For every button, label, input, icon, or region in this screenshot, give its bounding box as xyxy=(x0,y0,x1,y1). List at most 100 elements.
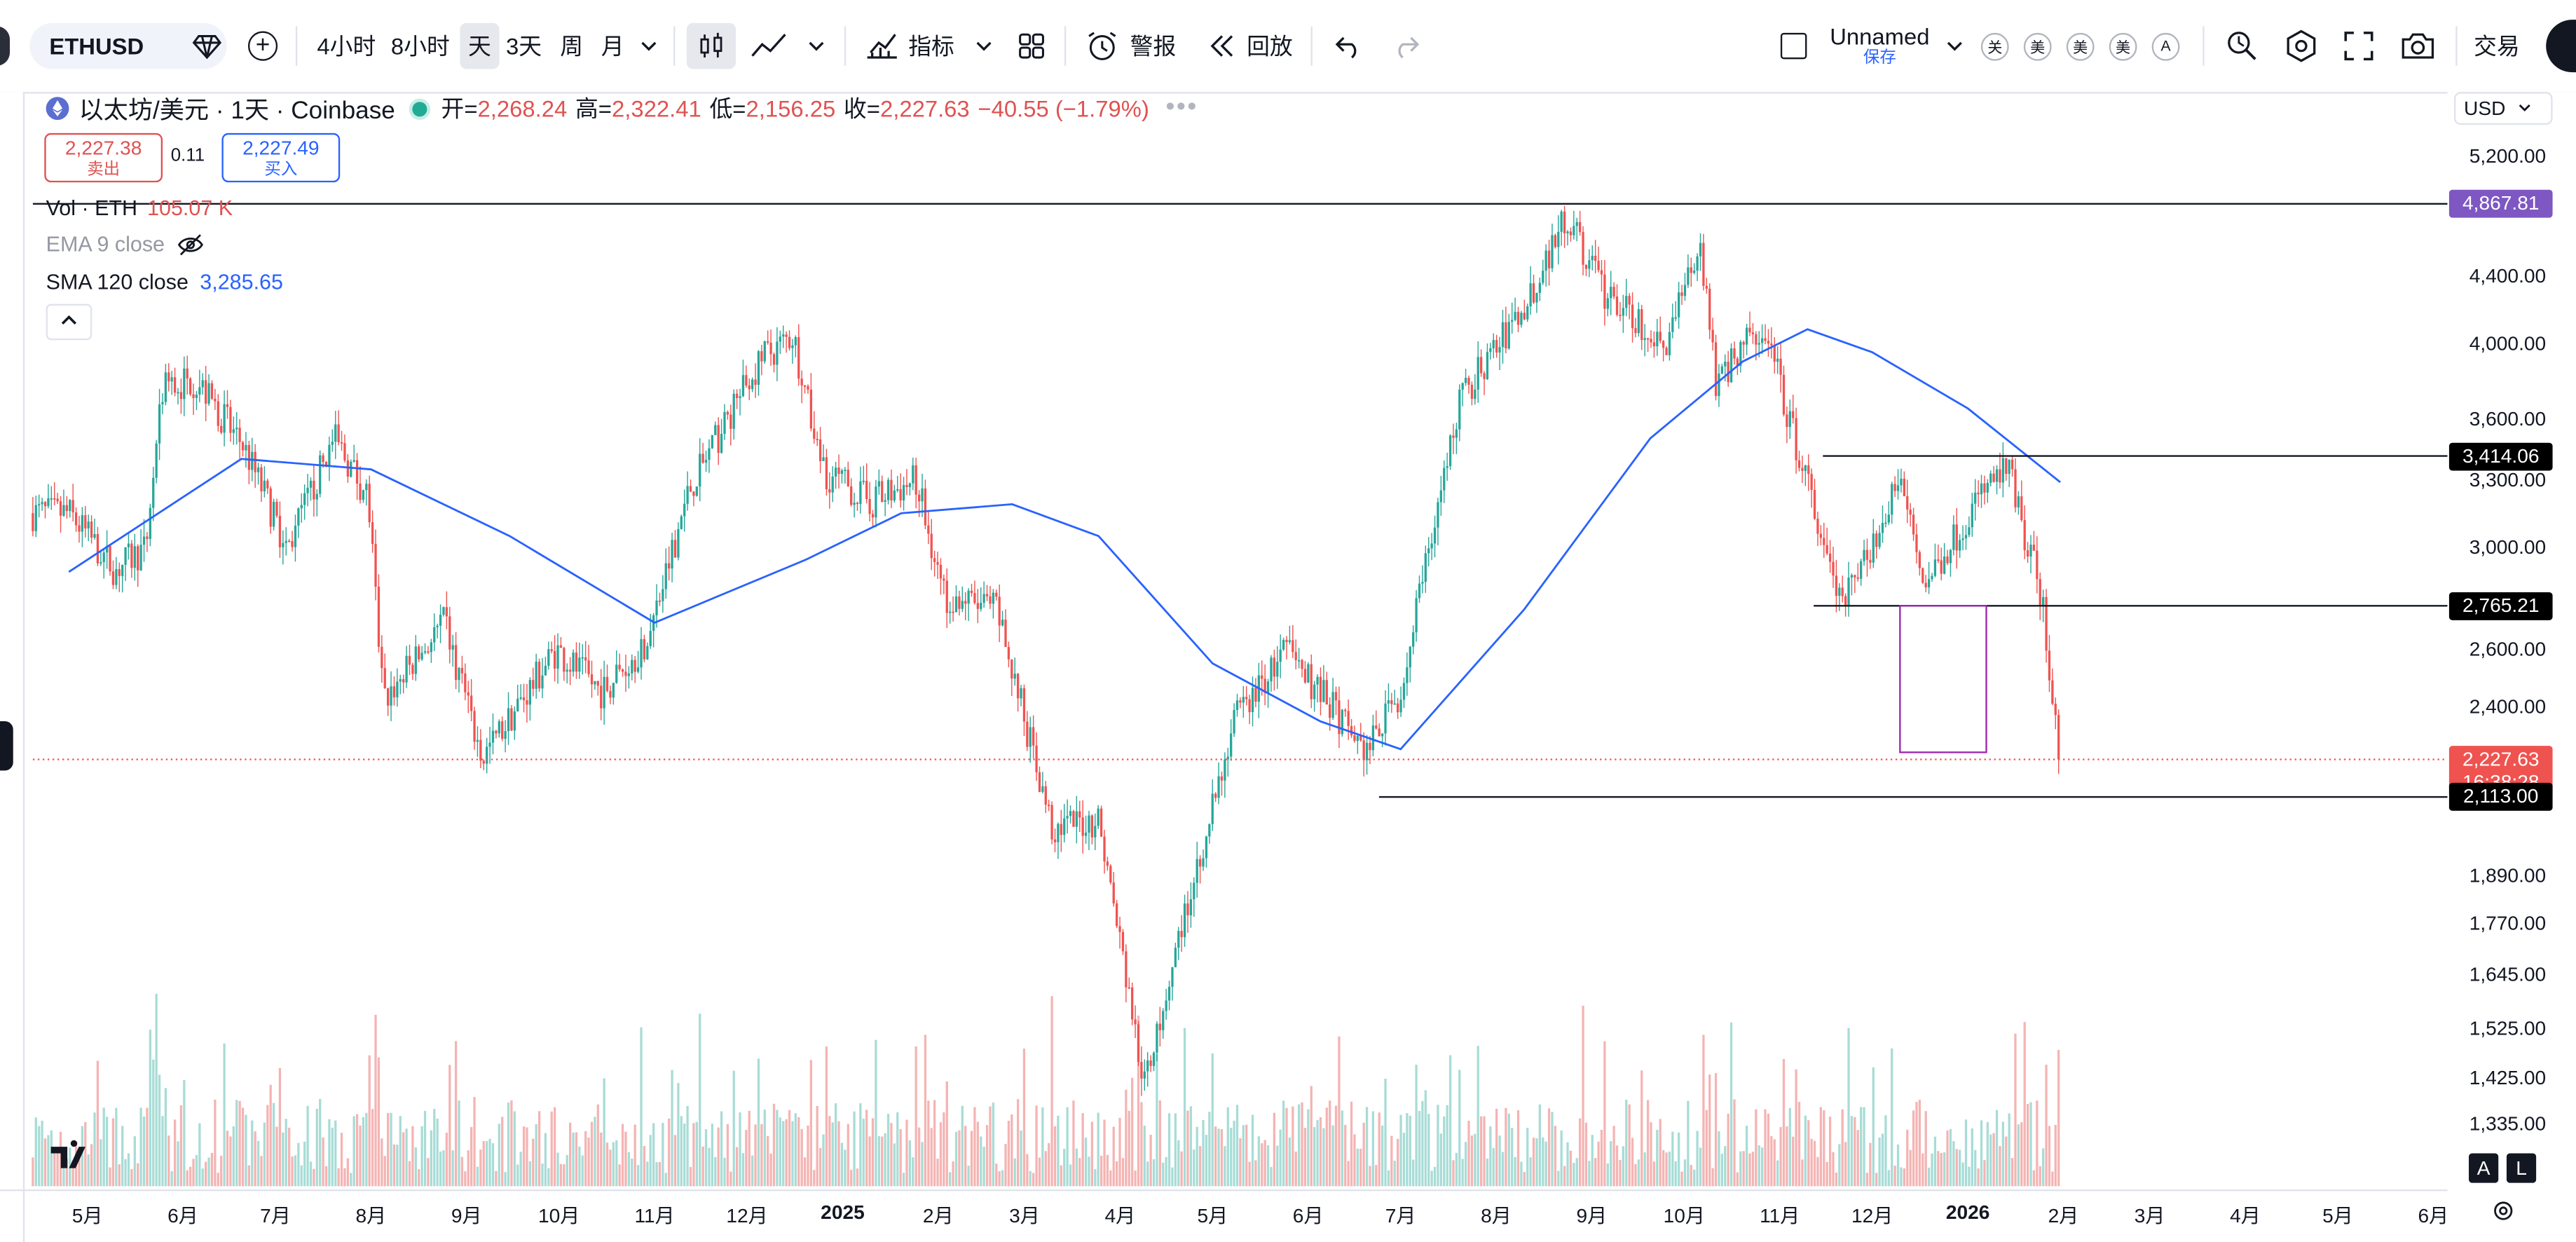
drawn-rectangle[interactable] xyxy=(1899,605,1987,753)
quick-search-button[interactable] xyxy=(2226,23,2259,69)
badge-2[interactable]: 美 xyxy=(2023,23,2052,69)
volume-bar xyxy=(745,1130,748,1187)
volume-bar xyxy=(1479,1116,1483,1187)
snapshot-button[interactable] xyxy=(2400,23,2437,69)
more-dots-icon[interactable]: ••• xyxy=(1165,93,1198,122)
menu-edge-button[interactable] xyxy=(0,26,11,66)
badge-label: 美 xyxy=(2023,32,2052,60)
candle xyxy=(177,392,179,394)
badge-1[interactable]: 关 xyxy=(1980,23,2009,69)
active-tool-indicator[interactable] xyxy=(0,721,13,771)
price-scale[interactable]: USD xyxy=(2447,92,2576,1200)
candle xyxy=(294,525,297,547)
volume-bar xyxy=(1755,1109,1758,1187)
interval-4h[interactable]: 4小时 xyxy=(317,23,376,69)
price-chart[interactable] xyxy=(0,92,2448,1201)
volume-bar xyxy=(1711,1168,1714,1187)
candle xyxy=(1310,664,1313,700)
layout-dropdown[interactable] xyxy=(1945,23,1964,69)
interval-8h[interactable]: 8小时 xyxy=(391,23,450,69)
volume-bar xyxy=(1297,1104,1301,1187)
volume-bar xyxy=(1344,1124,1347,1187)
price-tag[interactable]: 4,867.81 xyxy=(2448,189,2553,218)
interval-dropdown[interactable] xyxy=(639,23,659,69)
candle xyxy=(488,742,491,747)
log-scale-button[interactable]: L xyxy=(2506,1153,2537,1183)
volume-bar xyxy=(1397,1138,1399,1187)
volume-bar xyxy=(1727,1113,1729,1187)
hidden-eye-icon[interactable] xyxy=(178,233,205,256)
sell-button[interactable]: 2,227.38 卖出 xyxy=(44,132,163,183)
interval-3d[interactable]: 3天 xyxy=(506,23,542,69)
candle xyxy=(896,489,899,491)
interval-label: 4小时 xyxy=(317,32,376,60)
buy-button[interactable]: 2,227.49 买入 xyxy=(221,132,341,183)
volume-bar xyxy=(1307,1109,1310,1187)
badge-5[interactable]: A xyxy=(2151,23,2180,69)
candle xyxy=(411,664,414,674)
collapse-legend-button[interactable] xyxy=(46,303,93,341)
price-tag[interactable]: 2,113.00 xyxy=(2448,783,2553,811)
avatar[interactable] xyxy=(2546,20,2576,73)
volume-bar xyxy=(1270,1167,1273,1187)
volume-legend[interactable]: Vol · ETH 105.07 K xyxy=(46,196,233,220)
volume-bar xyxy=(1788,1107,1791,1187)
candle xyxy=(890,479,893,501)
layout-checkbox[interactable] xyxy=(1780,23,1807,69)
volume-bar xyxy=(741,1153,745,1187)
auto-scale-button[interactable]: A xyxy=(2469,1153,2499,1183)
candle xyxy=(2029,545,2032,557)
volume-bar xyxy=(1334,1105,1338,1187)
price-tag[interactable]: 2,765.21 xyxy=(2448,592,2553,620)
divider xyxy=(2455,26,2458,66)
price-tag[interactable]: 3,414.06 xyxy=(2448,442,2553,470)
indicators-button[interactable]: 指标 xyxy=(865,23,954,69)
replay-button[interactable]: 回放 xyxy=(1207,23,1293,69)
candle xyxy=(834,468,837,477)
interval-week[interactable]: 周 xyxy=(560,23,583,69)
undo-button[interactable] xyxy=(1334,23,1363,69)
volume-bar xyxy=(1933,1136,1937,1187)
layout-name-button[interactable]: Unnamed 保存 xyxy=(1830,23,1929,72)
volume-bar xyxy=(1452,1160,1455,1187)
redo-button[interactable] xyxy=(1391,23,1420,69)
candle xyxy=(581,657,584,659)
diamond-icon[interactable] xyxy=(192,23,222,69)
interval-month[interactable]: 月 xyxy=(601,23,624,69)
volume-bar xyxy=(1254,1160,1257,1187)
volume-bar xyxy=(1551,1112,1554,1187)
trade-button[interactable]: 交易 xyxy=(2474,23,2520,69)
time-settings-button[interactable] xyxy=(2492,1199,2515,1231)
ema-legend[interactable]: EMA 9 close xyxy=(46,232,205,257)
badge-3[interactable]: 美 xyxy=(2066,23,2095,69)
volume-bar xyxy=(1016,1099,1020,1187)
fullscreen-button[interactable] xyxy=(2344,23,2373,69)
volume-bar xyxy=(1841,1109,1844,1187)
candle xyxy=(1588,260,1591,269)
top-toolbar: ETHUSD + 4小时 8小时 天 3天 周 月 指标 xyxy=(0,0,2576,94)
symbol-title[interactable]: 以太坊/美元 · 1天 · Coinbase xyxy=(78,96,395,124)
interval-1d[interactable]: 天 xyxy=(460,22,500,69)
badge-4[interactable]: 美 xyxy=(2109,23,2137,69)
line-tools-dropdown[interactable] xyxy=(807,23,826,69)
volume-bar xyxy=(454,1041,458,1187)
settings-button[interactable] xyxy=(2285,23,2318,69)
volume-bar xyxy=(256,1140,260,1187)
volume-bar xyxy=(1733,1099,1736,1187)
time-label: 5月 xyxy=(1197,1204,1228,1227)
volume-bar xyxy=(649,1135,652,1187)
templates-button[interactable] xyxy=(1017,23,1046,69)
currency-select[interactable]: USD xyxy=(2453,92,2553,125)
symbol-search[interactable]: ETHUSD xyxy=(29,22,227,69)
candle xyxy=(1220,776,1224,781)
indicators-dropdown[interactable] xyxy=(974,23,994,69)
candle xyxy=(1022,688,1026,722)
line-tools-button[interactable] xyxy=(751,23,787,69)
chart-type-button[interactable] xyxy=(686,22,737,69)
add-symbol-button[interactable]: + xyxy=(247,23,278,69)
candle xyxy=(686,486,689,504)
sma-legend[interactable]: SMA 120 close 3,285.65 xyxy=(46,269,283,294)
candle xyxy=(1529,283,1532,307)
candle xyxy=(1782,374,1786,415)
alert-button[interactable]: 警报 xyxy=(1085,23,1176,69)
